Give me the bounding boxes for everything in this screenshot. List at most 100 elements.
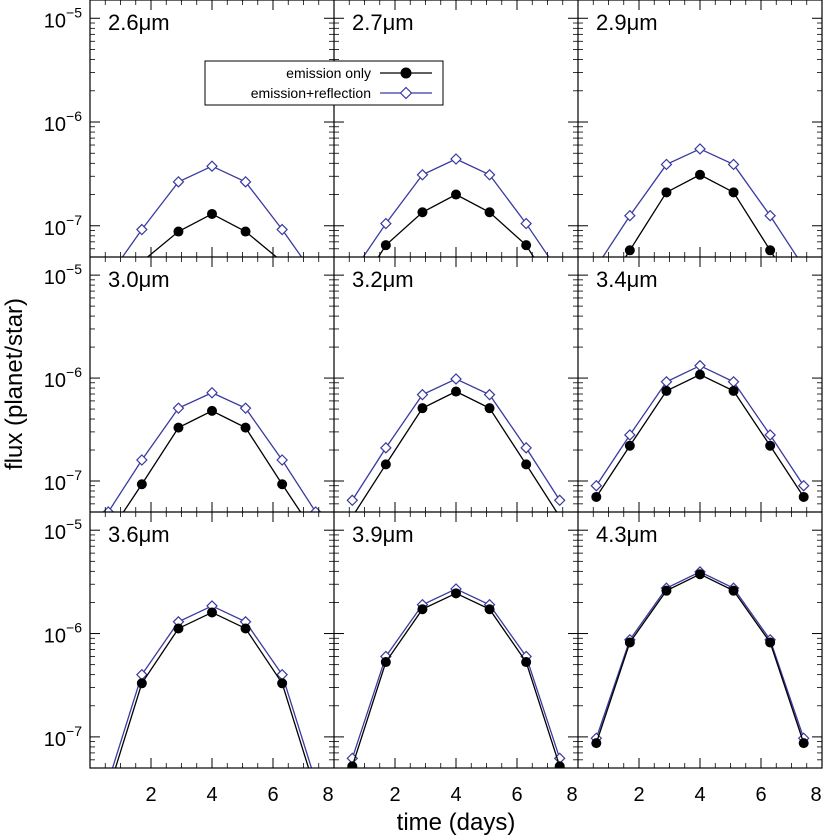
point-emission-only	[350, 511, 354, 512]
point-emission-only	[661, 187, 672, 198]
panel-plot-area	[590, 566, 810, 749]
y-tick-label: 10−7	[44, 212, 82, 240]
panel-ticks	[333, 512, 579, 769]
point-emission-only	[347, 293, 357, 303]
point-emission-only	[591, 298, 601, 308]
point-emission-only	[277, 479, 288, 490]
point-emission-reflection	[450, 373, 462, 385]
outer-frame	[89, 0, 823, 769]
point-emission-only	[451, 588, 461, 599]
point-emission-reflection	[727, 158, 740, 171]
x-tick-label: 6	[755, 784, 766, 806]
point-emission-reflection	[103, 777, 113, 787]
point-emission-only	[798, 738, 809, 749]
panel-plot-area	[103, 600, 321, 796]
point-emission-only	[555, 293, 565, 303]
point-emission-only	[451, 189, 461, 200]
panel-4: 3.0μm	[102, 267, 322, 512]
point-emission-reflection	[520, 217, 532, 230]
point-emission-only	[140, 256, 144, 257]
y-tick-label: 10−5	[44, 4, 82, 32]
series-line-emission-only	[354, 390, 558, 512]
point-emission-reflection	[764, 429, 776, 441]
panel-plot-area	[102, 386, 322, 512]
point-emission-reflection	[660, 375, 673, 388]
point-emission-only	[103, 309, 113, 319]
point-emission-only	[451, 386, 461, 397]
panel-5: 3.2μm	[346, 267, 566, 512]
point-emission-reflection	[660, 158, 673, 171]
point-emission-only	[103, 786, 113, 796]
y-axis-label: flux (planet/star)	[1, 298, 28, 470]
panel-plot-area	[346, 373, 566, 512]
y-tick-label: 10−7	[44, 467, 82, 495]
point-emission-only	[240, 226, 251, 237]
point-emission-only	[661, 385, 672, 396]
series-line-emission-only	[595, 573, 805, 744]
point-emission-only	[624, 440, 635, 451]
point-emission-only	[280, 256, 284, 257]
point-emission-only	[765, 637, 776, 648]
series-line-emission-reflection	[595, 364, 805, 487]
point-emission-only	[798, 491, 809, 502]
point-emission-only	[311, 309, 321, 319]
point-emission-only	[277, 678, 288, 689]
point-emission-only	[728, 585, 739, 596]
x-tick-label: 4	[450, 784, 461, 806]
axes-layer: 10−5 10−6 10−7 10−5 10−6 10−7 10−5 10−6 10−7 2 4 6 8…	[44, 0, 823, 806]
point-emission-only	[380, 657, 391, 668]
legend-marker-emission-reflection	[399, 86, 413, 100]
point-emission-reflection	[483, 388, 496, 401]
point-emission-only	[728, 187, 739, 198]
point-emission-reflection	[172, 176, 185, 188]
point-emission-reflection	[136, 223, 148, 236]
point-emission-only	[661, 585, 672, 596]
panel-frames	[89, 0, 823, 769]
point-emission-reflection	[764, 209, 776, 222]
point-emission-reflection	[624, 209, 636, 222]
point-emission-only	[207, 607, 217, 618]
legend-box	[204, 60, 444, 106]
point-emission-reflection	[624, 429, 636, 441]
point-emission-only	[417, 207, 428, 218]
point-emission-reflection	[416, 168, 429, 181]
x-tick-label: 2	[145, 784, 156, 806]
point-emission-only	[207, 208, 217, 219]
panel-plot-area	[347, 153, 565, 303]
panel-title: 3.4μm	[596, 267, 658, 292]
point-emission-only	[624, 637, 635, 648]
point-emission-reflection	[694, 143, 706, 155]
panel-ticks	[577, 257, 823, 513]
point-emission-only	[380, 240, 391, 251]
point-emission-reflection	[450, 153, 462, 165]
point-emission-reflection	[239, 176, 252, 188]
y-tick-label: 10−5	[44, 516, 82, 544]
panel-title: 2.9μm	[596, 10, 658, 35]
panel-ticks	[333, 0, 579, 258]
point-emission-only	[521, 240, 532, 251]
panel-title: 2.7μm	[352, 10, 414, 35]
point-emission-reflection	[206, 386, 218, 399]
series-line-emission-only	[351, 592, 561, 767]
panel-ticks	[89, 512, 335, 769]
point-emission-only	[695, 169, 705, 180]
panel-plot-area	[346, 583, 566, 768]
point-emission-reflection	[483, 168, 496, 181]
point-emission-only	[173, 623, 184, 634]
point-emission-reflection	[416, 388, 429, 401]
x-tick-label: 4	[206, 784, 217, 806]
y-tick-label: 10−7	[44, 723, 82, 751]
panel-8: 3.9μm	[346, 522, 566, 768]
panel-title: 4.3μm	[596, 522, 658, 547]
panel-title: 2.6μm	[108, 10, 170, 35]
x-tick-label: 2	[389, 784, 400, 806]
point-emission-only	[695, 569, 705, 580]
point-emission-only	[484, 604, 495, 615]
series-line-emission-reflection	[595, 571, 805, 739]
point-emission-only	[417, 403, 428, 414]
point-emission-reflection	[555, 268, 565, 278]
point-emission-only	[417, 604, 428, 615]
point-emission-reflection	[311, 777, 321, 787]
legend-label-emission-only: emission only	[286, 65, 371, 81]
